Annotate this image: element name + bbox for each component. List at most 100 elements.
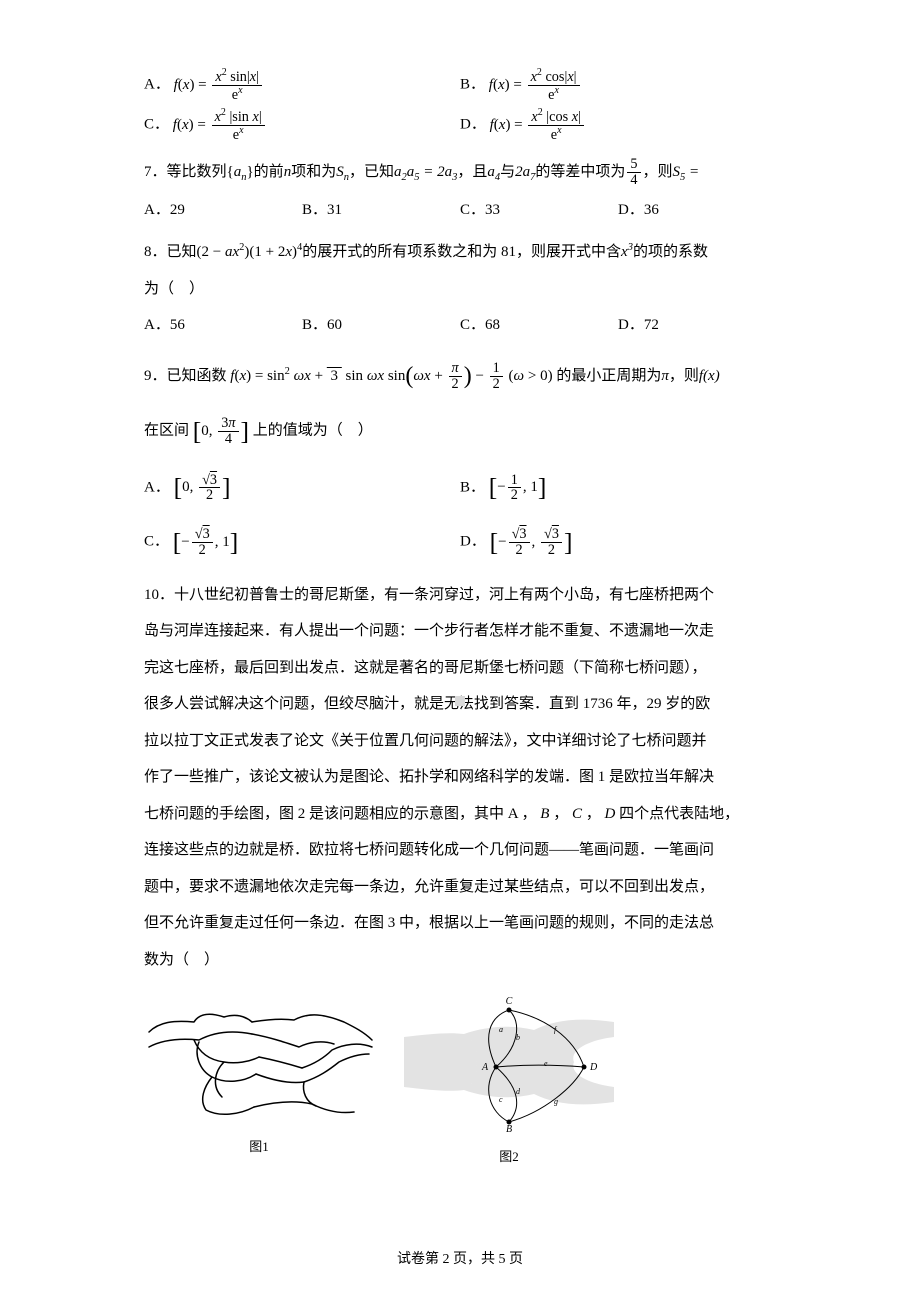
opt-math: f(x) = x2 cos|x|ex: [489, 77, 582, 93]
txt: a4: [487, 164, 500, 180]
q10-p9: 题中，要求不遗漏地依次走完每一条边，允许重复走过某些结点，可以不回到出发点，: [144, 873, 776, 902]
svg-text:D: D: [589, 1062, 598, 1073]
svg-text:B: B: [506, 1124, 512, 1132]
q10-p6: 作了一些推广，该论文被认为是图论、拓扑学和网络科学的发端．图 1 是欧拉当年解决: [144, 763, 776, 792]
q8-options: A．56 B．60 C．68 D．72: [144, 311, 776, 340]
txt: ，: [553, 806, 568, 822]
opt-label: C．: [144, 534, 169, 550]
q7-stem: 7．等比数列{an}的前n项和为Sn，已知a2a5 = 2a3，且a4与2a7的…: [144, 157, 776, 188]
opt-math: f(x) = x2 |cos x|ex: [490, 117, 586, 133]
q9-opt-b: B． [−12, 1]: [460, 464, 776, 512]
lbl-c: C: [572, 806, 582, 822]
q7-opt-c: C．33: [460, 196, 618, 225]
q8-opt-d: D．72: [618, 311, 776, 340]
txt: 9．已知函数: [144, 368, 227, 384]
fig1-caption: 图1: [144, 1135, 374, 1160]
q9-opt-c: C． [−√32, 1]: [144, 518, 460, 566]
q6-opt-a: A． f(x) = x2 sin|x|ex: [144, 68, 460, 102]
q7-opt-d: D．36: [618, 196, 776, 225]
q6-opt-d: D． f(x) = x2 |cos x|ex: [460, 108, 776, 142]
fig2-caption: 图2: [404, 1145, 614, 1170]
txt: {an}: [227, 164, 254, 180]
pi: π: [661, 368, 669, 384]
txt: ，: [586, 806, 601, 822]
txt: 上的值域为（ ）: [253, 423, 373, 439]
svg-text:c: c: [499, 1095, 503, 1104]
opt-label: B．: [460, 77, 485, 93]
txt: S5 =: [673, 164, 700, 180]
txt: 四个点代表陆地，: [619, 806, 739, 822]
opt-label: D．: [460, 117, 486, 133]
q10-p10: 但不允许重复走过任何一条边．在图 3 中，根据以上一笔画问题的规则，不同的走法总: [144, 909, 776, 938]
q10-p7: 七桥问题的手绘图，图 2 是该问题相应的示意图，其中 A ， B ， C ， D…: [144, 800, 776, 829]
q8-stem-line1: 8．已知(2 − ax2)(1 + 2x)4的展开式的所有项系数之和为 81，则…: [144, 238, 776, 267]
txt: a2a5 = 2a3: [394, 164, 457, 180]
q7-opt-b: B．31: [302, 196, 460, 225]
q8-stem-line2: 为（ ）: [144, 275, 776, 304]
opt-math: [−√32, √32]: [490, 534, 573, 550]
txt: ，已知: [349, 164, 394, 180]
q6-options-row1: A． f(x) = x2 sin|x|ex B． f(x) = x2 cos|x…: [144, 68, 776, 102]
q9-opt-d: D． [−√32, √32]: [460, 518, 776, 566]
fig1-svg: [144, 992, 374, 1122]
opt-label: C．: [144, 117, 169, 133]
txt: 七桥问题的手绘图，图 2 是该问题相应的示意图，其中 A ，: [144, 806, 537, 822]
txt: 的等差中项为: [535, 164, 625, 180]
watermark-square: [455, 696, 465, 706]
txt: 的展开式的所有项系数之和为 81，则展开式中含: [302, 244, 621, 260]
figure-1: 图1: [144, 992, 374, 1159]
txt: 的最小正周期为: [556, 368, 661, 384]
opt-label: A．: [144, 77, 170, 93]
txt: 2a7: [515, 164, 535, 180]
q7-opt-a: A．29: [144, 196, 302, 225]
fig2-svg: C A B D a b c d e f g: [404, 992, 614, 1132]
txt: 在区间: [144, 423, 189, 439]
txt: ，则: [669, 368, 699, 384]
svg-text:e: e: [544, 1059, 548, 1068]
q9-options-row2: C． [−√32, 1] D． [−√32, √32]: [144, 518, 776, 566]
figures-row: 图1: [144, 992, 776, 1169]
opt-math: f(x) = x2 |sin x|ex: [173, 117, 267, 133]
den: 4: [627, 173, 640, 188]
figure-2: C A B D a b c d e f g 图2: [404, 992, 614, 1169]
opt-math: f(x) = x2 sin|x|ex: [174, 77, 264, 93]
svg-text:b: b: [516, 1033, 520, 1042]
txt: 8．已知: [144, 244, 197, 260]
txt: 的前: [254, 164, 284, 180]
q8-opt-a: A．56: [144, 311, 302, 340]
opt-math: [−√32, 1]: [173, 534, 238, 550]
opt-math: [−12, 1]: [489, 479, 547, 495]
q9-opt-a: A． [0, √32]: [144, 464, 460, 512]
num: 5: [627, 157, 640, 173]
expr: (2 − ax2)(1 + 2x)4: [197, 244, 303, 260]
txt: Sn: [336, 164, 349, 180]
txt: 项和为: [291, 164, 336, 180]
opt-math: [0, √32]: [174, 479, 231, 495]
q10-p5: 拉以拉丁文正式发表了论文《关于位置几何问题的解法》，文中详细讨论了七桥问题并: [144, 727, 776, 756]
q10-p3: 完这七座桥，最后回到出发点．这就是著名的哥尼斯堡七桥问题（下简称七桥问题），: [144, 654, 776, 683]
svg-text:A: A: [481, 1062, 489, 1073]
q9-stem-line1: 9．已知函数 f(x) = sin2 ωx + 3 sin ωx sin(ωx …: [144, 354, 776, 400]
q8-opt-b: B．60: [302, 311, 460, 340]
svg-text:a: a: [499, 1025, 503, 1034]
txt: 7．等比数列: [144, 164, 227, 180]
opt-label: D．: [460, 534, 486, 550]
q6-opt-c: C． f(x) = x2 |sin x|ex: [144, 108, 460, 142]
expr: f(x) = sin2 ωx + 3 sin ωx sin(ωx + π2) −…: [230, 368, 552, 384]
lbl-b: B: [540, 806, 549, 822]
svg-text:C: C: [506, 996, 513, 1007]
q10-p1: 10．十八世纪初普鲁士的哥尼斯堡，有一条河穿过，河上有两个小岛，有七座桥把两个: [144, 581, 776, 610]
opt-label: A．: [144, 479, 170, 495]
svg-text:g: g: [554, 1097, 558, 1106]
x3: x3: [621, 244, 633, 260]
q10-p8: 连接这些点的边就是桥．欧拉将七桥问题转化成一个几何问题——笔画问题．一笔画问: [144, 836, 776, 865]
q9-options-row1: A． [0, √32] B． [−12, 1]: [144, 464, 776, 512]
q6-options-row2: C． f(x) = x2 |sin x|ex D． f(x) = x2 |cos…: [144, 108, 776, 142]
page-footer: 试卷第 2 页，共 5 页: [0, 1247, 920, 1274]
opt-label: B．: [460, 479, 485, 495]
fx: f(x): [699, 368, 720, 384]
txt: ，则: [643, 164, 673, 180]
txt: 的项的系数: [633, 244, 708, 260]
q10-p2: 岛与河岸连接起来．有人提出一个问题：一个步行者怎样才能不重复、不遗漏地一次走: [144, 617, 776, 646]
q10-p11: 数为（ ）: [144, 946, 776, 975]
